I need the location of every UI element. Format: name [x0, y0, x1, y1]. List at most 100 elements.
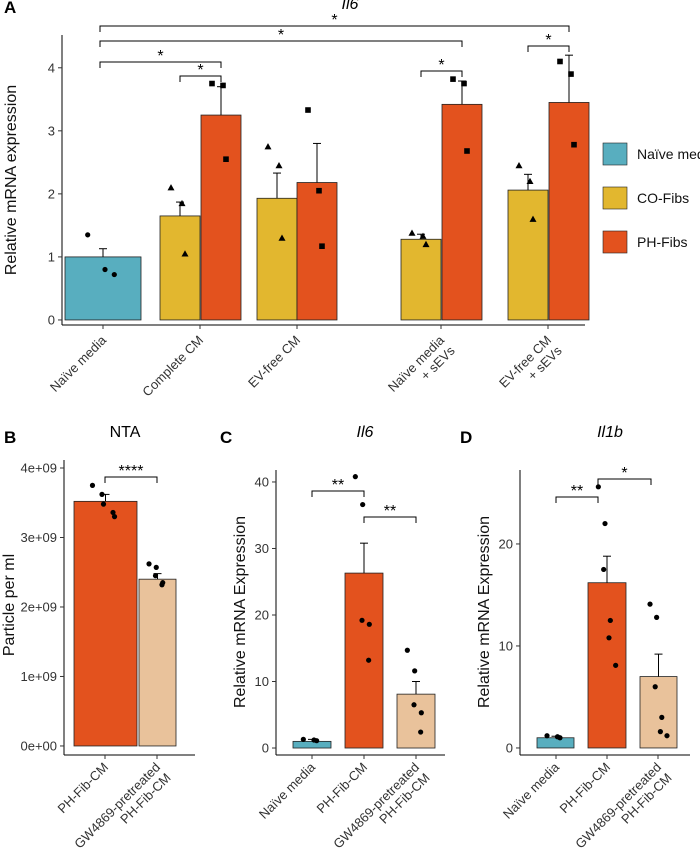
data-point: [557, 58, 563, 65]
bar: [639, 676, 678, 749]
y-tick-label: 20: [499, 536, 513, 551]
data-point: [366, 621, 372, 627]
chart-title: Il6: [342, 0, 359, 13]
data-point: [418, 729, 424, 735]
y-axis-title: Relative mRNA expression: [3, 85, 20, 275]
significance-label: **: [571, 483, 583, 500]
y-tick-label: 10: [255, 674, 269, 689]
panel-letter: A: [4, 0, 16, 17]
significance-label: *: [331, 12, 337, 29]
data-point: [419, 232, 427, 239]
data-point: [99, 491, 105, 497]
bar: [64, 256, 142, 321]
y-tick-label: 3: [48, 123, 55, 138]
y-tick-label: 30: [255, 541, 269, 556]
legend-label: CO-Fibs: [637, 190, 689, 206]
y-tick-label: 4e+09: [20, 460, 57, 475]
y-tick-label: 1e+09: [20, 669, 57, 684]
data-point: [411, 702, 417, 708]
significance-bracket: [179, 75, 222, 82]
y-tick-label: 1: [48, 249, 55, 264]
bar: [159, 215, 201, 321]
data-point: [526, 177, 534, 185]
data-point: [664, 733, 670, 739]
significance-label: *: [438, 57, 444, 74]
x-tick-label: EV-free CM: [245, 333, 303, 391]
data-point: [418, 710, 424, 716]
bar: [548, 102, 590, 321]
significance-bracket: [99, 40, 463, 47]
y-tick-label: 0: [48, 312, 55, 327]
data-point: [209, 80, 215, 87]
data-point: [607, 617, 613, 624]
data-point: [647, 601, 653, 607]
data-point: [153, 564, 159, 570]
significance-label: *: [545, 32, 551, 49]
data-point: [602, 520, 608, 527]
legend-label: PH-Fibs: [637, 234, 688, 250]
bar: [396, 693, 436, 749]
x-tick-label: Naïve media: [500, 759, 563, 822]
chart-title: NTA: [110, 424, 141, 441]
data-point: [557, 735, 563, 741]
data-point: [359, 617, 365, 623]
legend-label: Naïve media: [637, 146, 700, 162]
bar: [441, 103, 483, 321]
data-point: [450, 76, 456, 82]
data-point: [529, 215, 537, 222]
y-tick-label: 2e+09: [20, 599, 57, 614]
data-point: [305, 107, 311, 113]
significance-bracket: [99, 25, 570, 32]
legend-swatch: [602, 230, 628, 254]
data-point: [515, 162, 523, 169]
data-point: [300, 736, 306, 742]
y-tick-label: 3e+09: [20, 530, 57, 545]
bar: [587, 582, 627, 749]
data-point: [595, 484, 601, 490]
data-point: [111, 271, 117, 278]
data-point: [220, 82, 226, 89]
bar: [536, 737, 575, 749]
data-point: [167, 184, 175, 191]
significance-bracket: [104, 476, 158, 483]
significance-label: *: [197, 62, 203, 79]
data-point: [159, 582, 165, 588]
bar: [200, 114, 242, 321]
x-tick-label: PH-Fib-CM: [55, 760, 112, 817]
y-tick-label: 40: [255, 474, 269, 489]
data-point: [613, 662, 619, 668]
panel-letter: B: [4, 428, 16, 447]
x-tick-label: Naïve media+ sEVs: [385, 332, 458, 405]
data-point: [464, 148, 470, 154]
data-point: [422, 240, 430, 248]
legend-swatch: [602, 142, 628, 166]
data-point: [152, 573, 159, 579]
data-point: [601, 566, 607, 573]
chart-title: Il6: [357, 424, 374, 441]
data-point: [568, 71, 574, 77]
bar: [344, 572, 384, 749]
data-point: [659, 714, 665, 720]
x-tick-label: Naïve media: [47, 332, 110, 395]
data-point: [404, 647, 410, 653]
panel-letter: C: [220, 428, 232, 447]
significance-bracket: [363, 516, 417, 523]
y-tick-label: 20: [255, 607, 269, 622]
x-tick-label: EV-free CM+ sEVs: [496, 332, 565, 401]
significance-label: ****: [119, 463, 144, 480]
data-point: [408, 229, 416, 236]
data-point: [278, 234, 286, 241]
y-tick-label: 4: [48, 60, 55, 75]
data-point: [571, 141, 577, 148]
data-point: [110, 509, 116, 516]
data-point: [316, 187, 322, 194]
significance-label: *: [278, 27, 284, 44]
y-axis-title: Particle per ml: [1, 554, 18, 656]
bar: [256, 197, 298, 321]
bar: [73, 500, 138, 747]
data-point: [657, 729, 663, 735]
x-tick-label: Naïve media: [256, 759, 319, 822]
data-point: [606, 635, 612, 641]
data-point: [366, 657, 372, 663]
y-tick-label: 2: [48, 186, 55, 201]
